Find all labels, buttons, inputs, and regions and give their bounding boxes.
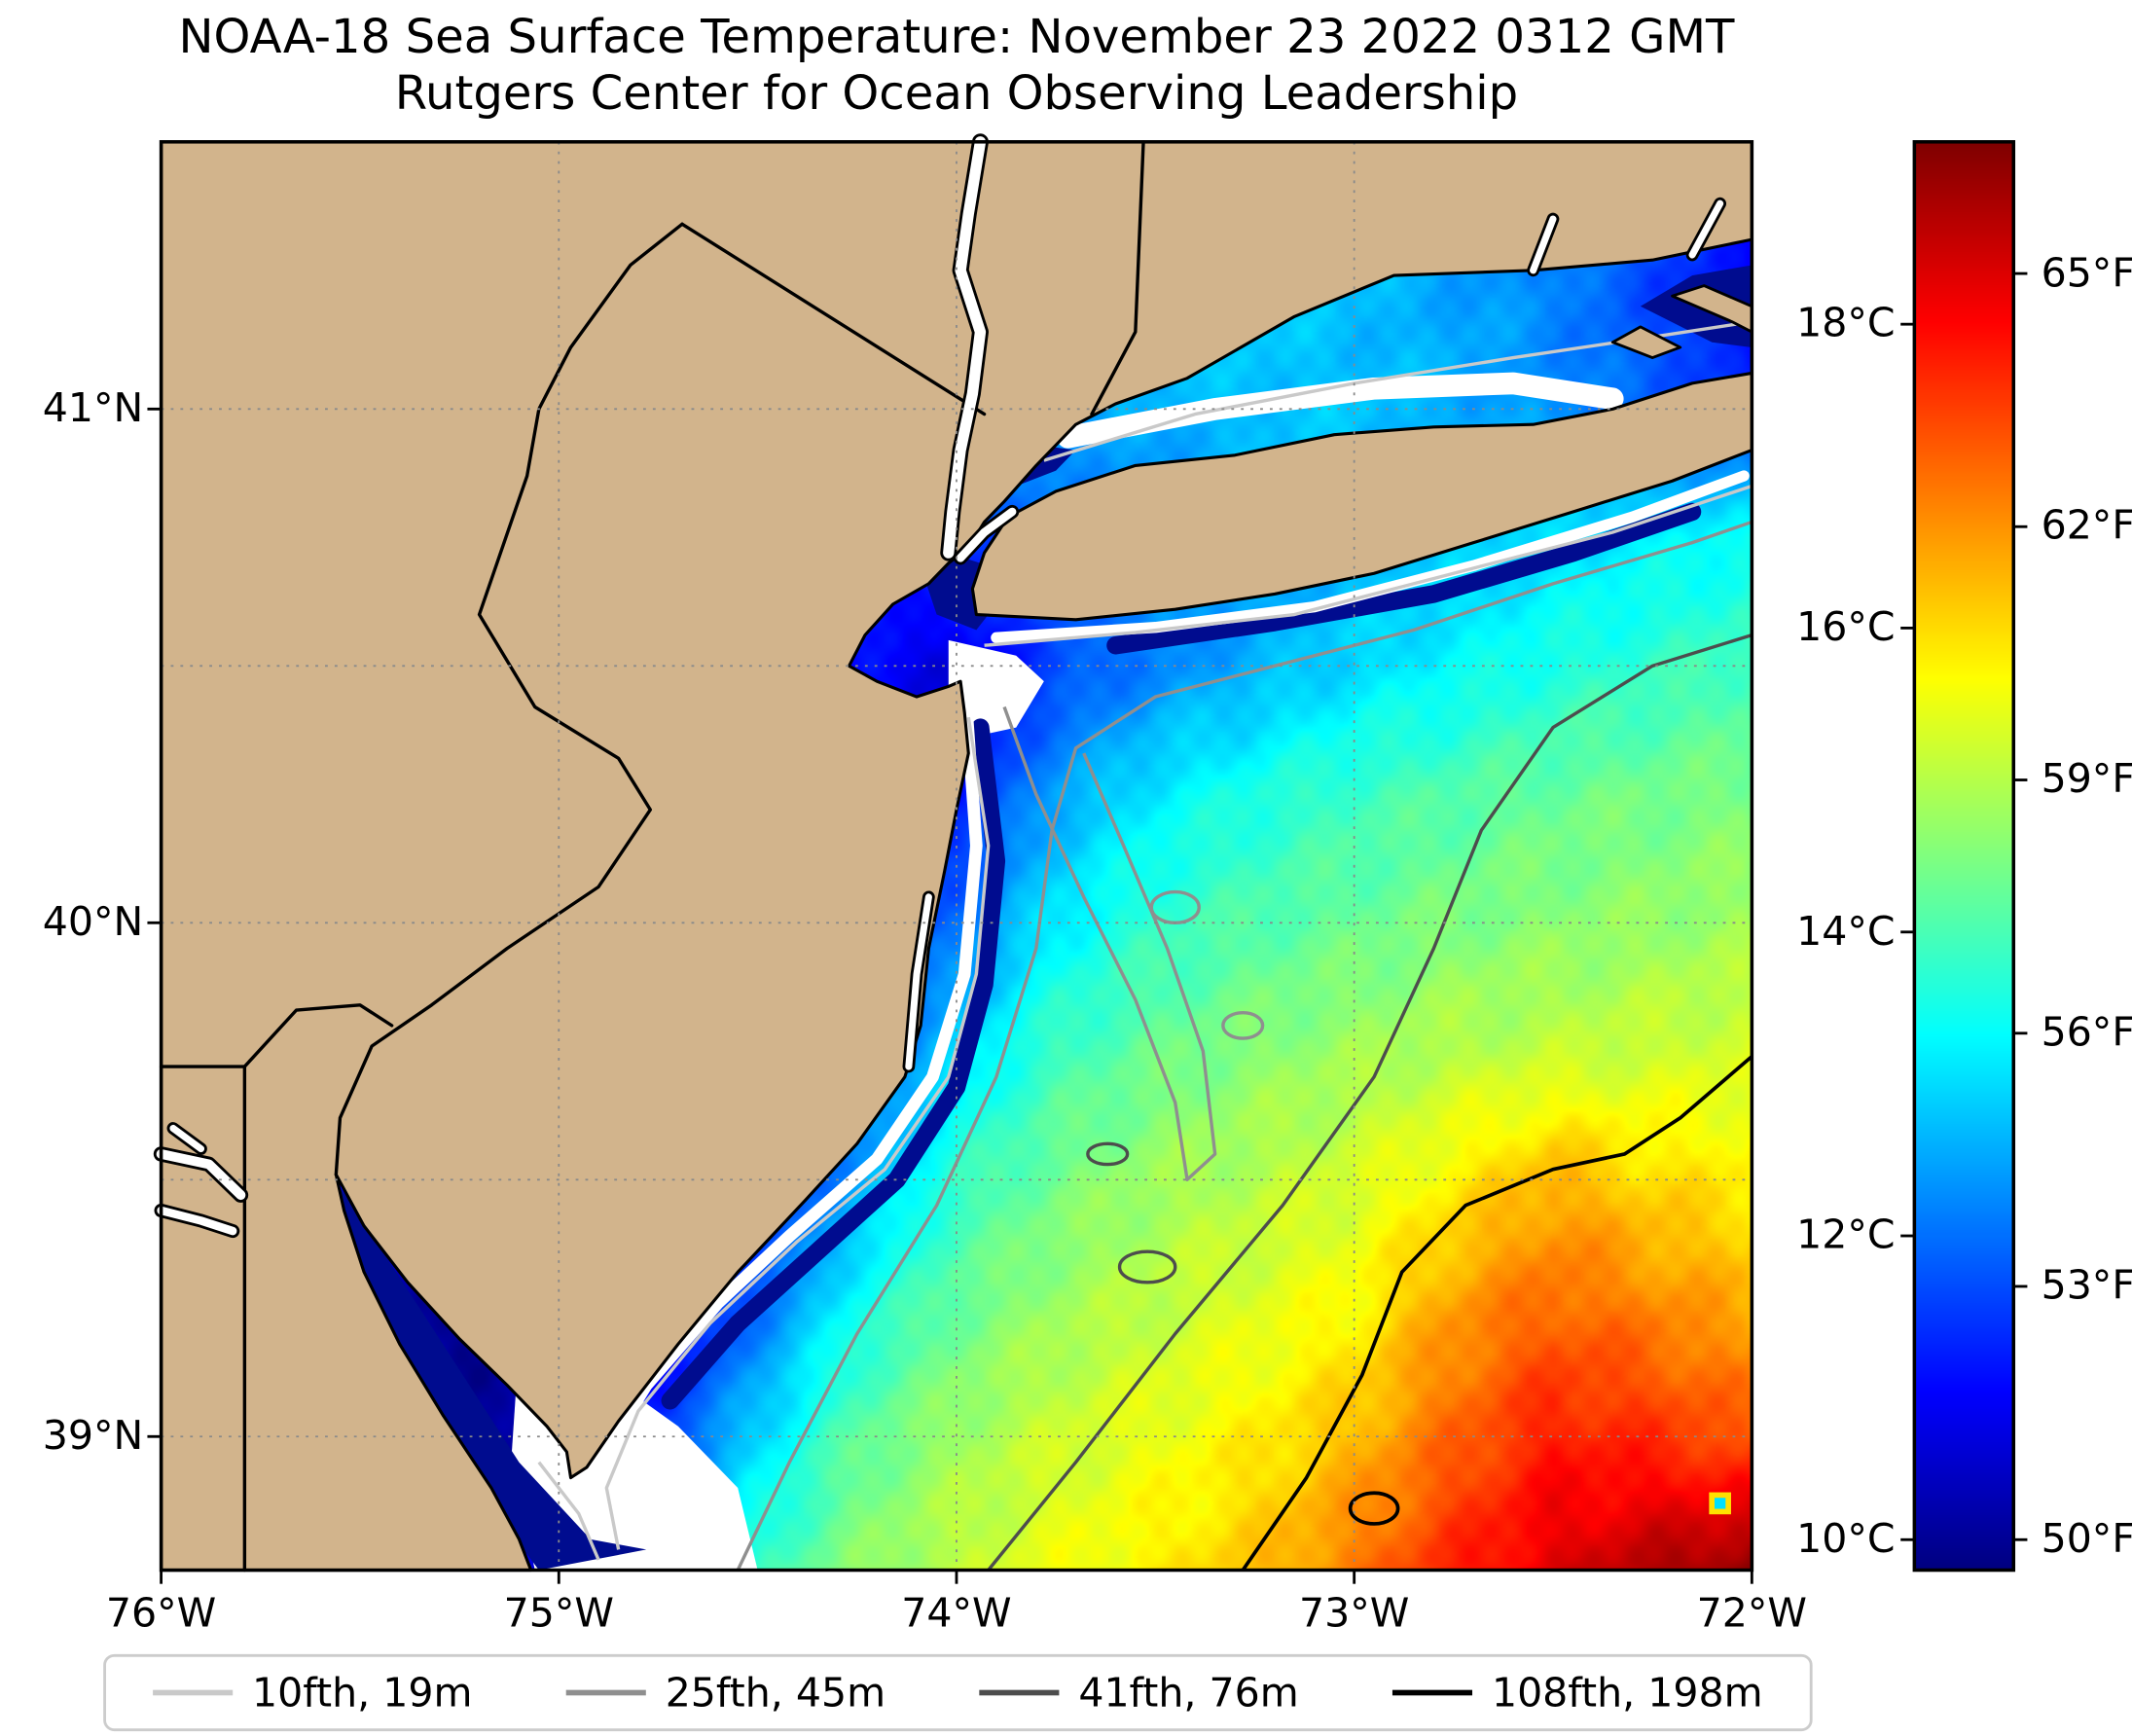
x-tick-label: 75°W: [503, 1589, 614, 1637]
colorbar-fahrenheit-label: 53°F: [2041, 1261, 2132, 1309]
legend-line-sample: [1392, 1689, 1473, 1696]
colorbar-fahrenheit-label: 59°F: [2041, 755, 2132, 803]
colorbar-celsius-label: 16°C: [1796, 602, 1896, 651]
y-tick-label: 40°N: [42, 897, 144, 945]
colorbar-celsius-label: 12°C: [1796, 1211, 1896, 1258]
x-tick-label: 74°W: [901, 1589, 1012, 1637]
legend-item: 25fth, 45m: [565, 1669, 886, 1717]
bathymetry-legend: 10fth, 19m 25fth, 45m 41fth, 76m 108fth, 19…: [103, 1653, 1813, 1732]
legend-label: 25fth, 45m: [665, 1669, 886, 1717]
chart-title-block: NOAA-18 Sea Surface Temperature: Novembe…: [162, 8, 1753, 122]
colorbar-fahrenheit-label: 65°F: [2041, 248, 2132, 296]
colorbar-fahrenheit-label: 62°F: [2041, 501, 2132, 549]
x-tick-label: 72°W: [1696, 1589, 1808, 1637]
colorbar-gradient-canvas: [1914, 141, 2014, 1571]
legend-item: 41fth, 76m: [979, 1669, 1299, 1717]
colorbar-fahrenheit-label: 56°F: [2041, 1008, 2132, 1056]
legend-label: 108fth, 198m: [1491, 1669, 1763, 1717]
legend-line-sample: [979, 1689, 1060, 1696]
legend-label: 10fth, 19m: [252, 1669, 473, 1717]
sst-heatmap-canvas: [161, 141, 1753, 1571]
legend-item: 10fth, 19m: [153, 1669, 473, 1717]
chart-title: NOAA-18 Sea Surface Temperature: Novembe…: [178, 9, 1735, 65]
chart-subtitle: Rutgers Center for Ocean Observing Leade…: [394, 65, 1519, 122]
colorbar-celsius-label: 14°C: [1796, 907, 1896, 955]
colorbar-fahrenheit-label: 50°F: [2041, 1514, 2132, 1562]
y-tick-label: 41°N: [42, 383, 144, 431]
legend-label: 41fth, 76m: [1078, 1669, 1299, 1717]
colorbar-celsius-label: 18°C: [1796, 299, 1896, 346]
y-tick-label: 39°N: [42, 1411, 144, 1459]
legend-line-sample: [565, 1689, 646, 1696]
x-tick-label: 73°W: [1298, 1589, 1410, 1637]
legend-line-sample: [153, 1689, 234, 1696]
colorbar-celsius-label: 10°C: [1796, 1514, 1896, 1562]
x-tick-label: 76°W: [105, 1589, 217, 1637]
legend-item: 108fth, 198m: [1392, 1669, 1763, 1717]
